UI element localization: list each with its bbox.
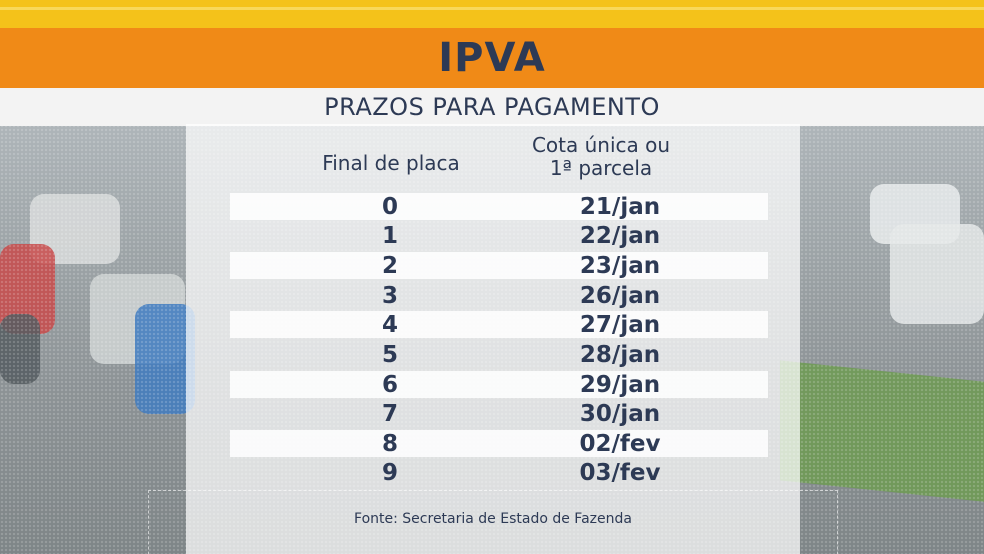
source-note: Fonte: Secretaria de Estado de Fazenda <box>354 511 632 527</box>
plate-digit: 7 <box>381 401 398 427</box>
due-date: 21/jan <box>579 194 661 220</box>
due-date: 03/fev <box>579 460 661 486</box>
top-stripe-line <box>0 7 984 10</box>
plate-digit: 8 <box>381 431 398 457</box>
plate-digit: 0 <box>381 194 398 220</box>
due-date: 27/jan <box>579 312 661 338</box>
deadline-table-panel: Final de placa Cota única ou 1ª parcela … <box>186 124 800 554</box>
due-date: 23/jan <box>579 253 661 279</box>
table-row: 5 28/jan <box>230 341 768 368</box>
due-date: 02/fev <box>579 431 661 457</box>
table-row: 4 27/jan <box>230 311 768 338</box>
plate-digit: 1 <box>381 223 398 249</box>
background-car <box>890 224 984 324</box>
column-header-date-line1: Cota única ou <box>531 133 671 157</box>
title-banner: IPVA <box>0 28 984 88</box>
plate-digit: 5 <box>381 342 398 368</box>
plate-digit: 3 <box>381 283 398 309</box>
plate-digit: 4 <box>381 312 398 338</box>
column-header-plate: Final de placa <box>322 151 460 175</box>
due-date: 22/jan <box>579 223 661 249</box>
due-date: 26/jan <box>579 283 661 309</box>
table-row: 3 26/jan <box>230 282 768 309</box>
due-date: 29/jan <box>579 372 661 398</box>
background-car <box>0 314 40 384</box>
table-row: 2 23/jan <box>230 252 768 279</box>
page-subtitle: PRAZOS PARA PAGAMENTO <box>324 93 660 121</box>
table-row: 1 22/jan <box>230 222 768 249</box>
plate-digit: 6 <box>381 372 398 398</box>
due-date: 28/jan <box>579 342 661 368</box>
table-row: 9 03/fev <box>230 459 768 486</box>
top-stripe <box>0 0 984 28</box>
column-header-date-line2: 1ª parcela <box>549 156 653 180</box>
due-date: 30/jan <box>579 401 661 427</box>
table-row: 6 29/jan <box>230 371 768 398</box>
subtitle-bar: PRAZOS PARA PAGAMENTO <box>0 88 984 126</box>
background-car <box>135 304 195 414</box>
plate-digit: 9 <box>381 460 398 486</box>
table-row: 8 02/fev <box>230 430 768 457</box>
table-row: 7 30/jan <box>230 400 768 427</box>
column-header-date: Cota única ou 1ª parcela <box>486 134 716 180</box>
page-title: IPVA <box>438 35 546 81</box>
table-row: 0 21/jan <box>230 193 768 220</box>
plate-digit: 2 <box>381 253 398 279</box>
